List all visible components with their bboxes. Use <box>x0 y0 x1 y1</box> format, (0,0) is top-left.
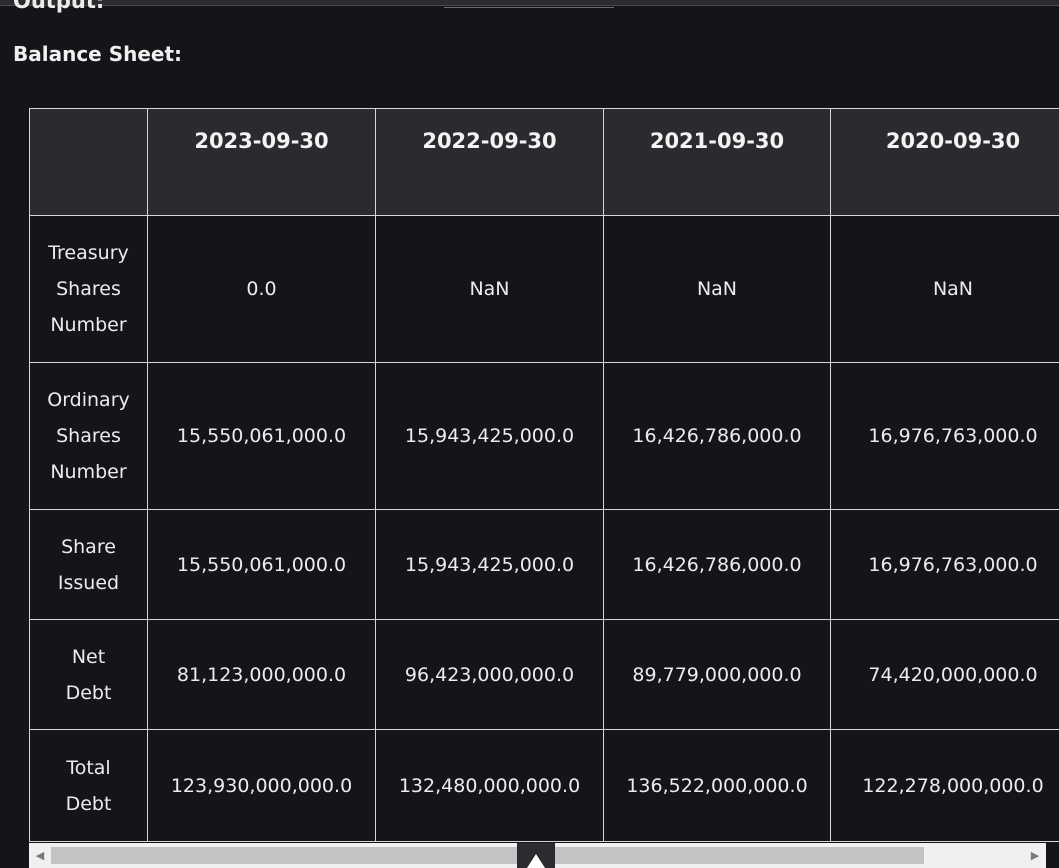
table-row: Share Issued 15,550,061,000.0 15,943,425,00… <box>29 509 1059 620</box>
row-label: Total Debt <box>29 729 148 842</box>
table-cell: 122,278,000,000.0 <box>830 729 1059 842</box>
row-label-line: Shares <box>56 425 121 447</box>
table-cell: 16,426,786,000.0 <box>603 509 831 620</box>
table-cell: 15,943,425,000.0 <box>375 362 604 510</box>
row-label-line: Total <box>66 756 111 779</box>
row-label: Share Issued <box>29 509 148 620</box>
table-cell: 136,522,000,000.0 <box>603 729 831 842</box>
column-header: 2021-09-30 <box>603 108 831 216</box>
section-title: Balance Sheet: <box>13 42 183 66</box>
row-label: Treasury Shares Number <box>29 215 148 363</box>
balance-sheet-table: 2023-09-30 2022-09-30 2021-09-30 2020-09… <box>29 108 1059 842</box>
table-scroll-area[interactable]: 2023-09-30 2022-09-30 2021-09-30 2020-09… <box>29 108 1059 844</box>
table-row: Ordinary Shares Number 15,550,061,000.0 15,9… <box>29 362 1059 510</box>
row-label-line: Debt <box>65 792 112 815</box>
row-label: Ordinary Shares Number <box>29 362 148 510</box>
row-label-line: Number <box>50 461 127 483</box>
table-cell: 123,930,000,000.0 <box>147 729 376 842</box>
row-label-line: Treasury <box>48 242 129 264</box>
table-cell: 16,976,763,000.0 <box>830 362 1059 510</box>
table-cell: 16,976,763,000.0 <box>830 509 1059 620</box>
table-row: Total Debt 123,930,000,000.0 132,480,000,00… <box>29 729 1059 842</box>
arrow-up-icon <box>527 854 545 868</box>
table-cell: 81,123,000,000.0 <box>147 619 376 730</box>
scrollbar-thumb[interactable] <box>51 847 924 864</box>
column-header: 2022-09-30 <box>375 108 604 216</box>
resize-handle[interactable] <box>517 843 555 868</box>
table-header-row: 2023-09-30 2022-09-30 2021-09-30 2020-09… <box>29 108 1059 216</box>
output-label: Output: <box>13 0 105 13</box>
column-header: 2023-09-30 <box>147 108 376 216</box>
row-label-line: Ordinary <box>47 389 130 411</box>
table-cell: 132,480,000,000.0 <box>375 729 604 842</box>
table-cell: 89,779,000,000.0 <box>603 619 831 730</box>
table-cell: 16,426,786,000.0 <box>603 362 831 510</box>
row-label-line: Net <box>71 645 106 668</box>
table-cell: 0.0 <box>147 215 376 363</box>
top-edge <box>0 0 1059 6</box>
table-cell: NaN <box>603 215 831 363</box>
scroll-left-icon[interactable]: ◀ <box>35 849 45 862</box>
column-header: 2020-09-30 <box>830 108 1059 216</box>
row-label-line: Shares <box>56 278 121 300</box>
row-label-line: Share <box>61 535 116 558</box>
row-label-line: Issued <box>57 571 120 594</box>
scroll-right-icon[interactable]: ▶ <box>1030 849 1040 862</box>
row-label: Net Debt <box>29 619 148 730</box>
top-tab <box>444 0 614 8</box>
table-cell: 15,550,061,000.0 <box>147 509 376 620</box>
table-row: Treasury Shares Number 0.0 NaN NaN NaN <box>29 215 1059 363</box>
row-label-line: Number <box>50 314 127 336</box>
table-cell: 15,943,425,000.0 <box>375 509 604 620</box>
row-label-line: Debt <box>65 681 112 704</box>
table-cell: 15,550,061,000.0 <box>147 362 376 510</box>
column-header <box>29 108 148 216</box>
table-cell: NaN <box>830 215 1059 363</box>
table-row: Net Debt 81,123,000,000.0 96,423,000,000.0 8… <box>29 619 1059 730</box>
table-cell: NaN <box>375 215 604 363</box>
table-cell: 74,420,000,000.0 <box>830 619 1059 730</box>
table-cell: 96,423,000,000.0 <box>375 619 604 730</box>
